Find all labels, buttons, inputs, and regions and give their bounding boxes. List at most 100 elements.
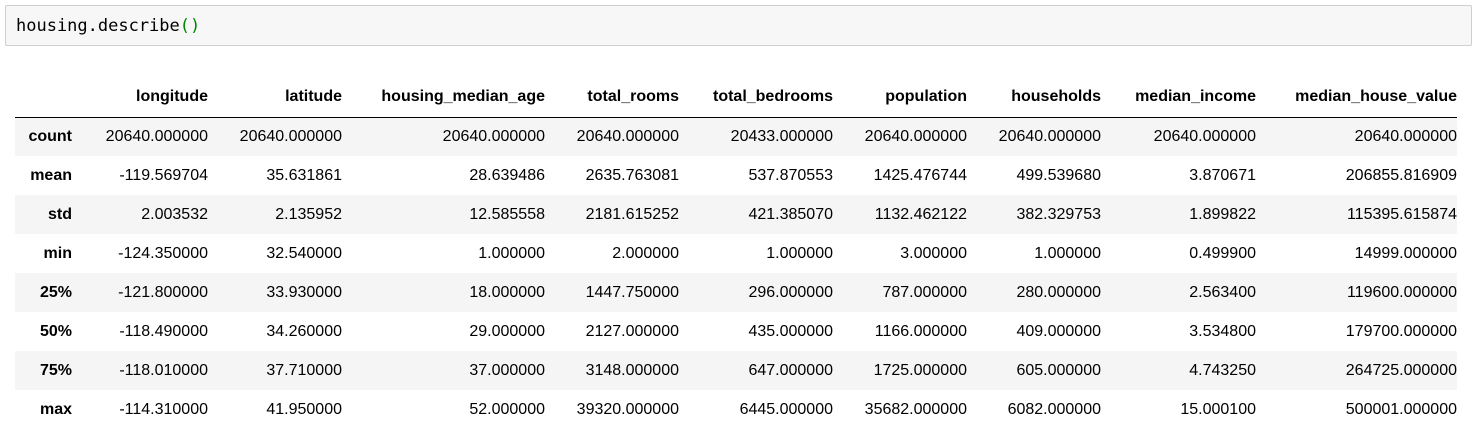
column-header-housing-median-age: housing_median_age — [381, 88, 545, 106]
describe-table: longitude latitude housing_median_age total… — [15, 78, 1457, 429]
index-header — [15, 78, 72, 117]
table-cell: 2181.615252 — [585, 205, 679, 223]
table-cell: 32.540000 — [266, 244, 342, 262]
table-cell: -121.800000 — [118, 283, 208, 301]
table-row: mean -119.569704 35.631861 28.639486 2635.76… — [15, 156, 1457, 195]
table-row: 25% -121.800000 33.930000 18.000000 1447.750… — [15, 273, 1457, 312]
row-index-label: count — [28, 127, 72, 145]
table-cell: 500001.000000 — [1345, 400, 1457, 418]
table-cell: 421.385070 — [748, 205, 833, 223]
table-cell: 37.710000 — [266, 361, 342, 379]
table-cell: 29.000000 — [469, 322, 545, 340]
table-cell: -118.490000 — [119, 322, 208, 340]
table-cell: 12.585558 — [469, 205, 545, 223]
table-row: min -124.350000 32.540000 1.000000 2.000000 1… — [15, 234, 1457, 273]
table-header-row: longitude latitude housing_median_age total… — [15, 78, 1457, 117]
table-cell: 2.003532 — [141, 205, 208, 223]
table-cell: 28.639486 — [469, 166, 545, 184]
table-cell: 2.563400 — [1189, 283, 1256, 301]
table-row: std 2.003532 2.135952 12.585558 2181.615252 4… — [15, 195, 1457, 234]
table-cell: -114.310000 — [119, 400, 208, 418]
table-cell: 15.000100 — [1180, 400, 1256, 418]
table-cell: 14999.000000 — [1354, 244, 1457, 262]
column-header-median-income: median_income — [1135, 88, 1256, 106]
table-cell: 647.000000 — [748, 361, 833, 379]
column-header-population: population — [885, 88, 967, 106]
table-cell: 35682.000000 — [864, 400, 967, 418]
table-cell: 2635.763081 — [585, 166, 679, 184]
table-cell: 3.000000 — [900, 244, 967, 262]
table-cell: 20433.000000 — [730, 127, 833, 145]
table-cell: 296.000000 — [748, 283, 833, 301]
column-header-longitude: longitude — [136, 88, 208, 106]
table-cell: 1.000000 — [766, 244, 833, 262]
table-cell: 115395.615874 — [1346, 205, 1457, 223]
table-cell: 382.329753 — [1016, 205, 1101, 223]
table-cell: 4.743250 — [1189, 361, 1256, 379]
table-cell: 20640.000000 — [1354, 127, 1457, 145]
table-cell: 35.631861 — [266, 166, 342, 184]
row-index-label: 50% — [39, 322, 72, 340]
table-cell: 1.000000 — [1034, 244, 1101, 262]
table-cell: 39320.000000 — [576, 400, 679, 418]
table-cell: 34.260000 — [266, 322, 342, 340]
table-cell: 119600.000000 — [1346, 283, 1457, 301]
table-body: count 20640.000000 20640.000000 20640.00000… — [15, 117, 1457, 429]
table-cell: 20640.000000 — [864, 127, 967, 145]
table-cell: 0.499900 — [1189, 244, 1256, 262]
table-cell: 179700.000000 — [1345, 322, 1457, 340]
row-index-label: mean — [30, 166, 72, 184]
table-row: 75% -118.010000 37.710000 37.000000 3148.000… — [15, 351, 1457, 390]
table-cell: 20640.000000 — [998, 127, 1101, 145]
table-cell: 3148.000000 — [585, 361, 679, 379]
row-index-label: 75% — [39, 361, 72, 379]
table-cell: 409.000000 — [1016, 322, 1101, 340]
table-cell: 605.000000 — [1016, 361, 1101, 379]
row-index-label: min — [43, 244, 72, 262]
table-cell: 499.539680 — [1016, 166, 1101, 184]
table-cell: 52.000000 — [469, 400, 545, 418]
table-cell: 280.000000 — [1016, 283, 1101, 301]
row-index-label: max — [39, 400, 72, 418]
code-parens: () — [179, 16, 201, 36]
table-cell: 206855.816909 — [1345, 166, 1457, 184]
table-cell: 41.950000 — [266, 400, 342, 418]
row-index-label: 25% — [39, 283, 72, 301]
table-cell: 1132.462122 — [874, 205, 967, 223]
table-cell: 1425.476744 — [873, 166, 967, 184]
table-cell: 6445.000000 — [739, 400, 833, 418]
table-cell: 3.534800 — [1189, 322, 1256, 340]
column-header-median-house-value: median_house_value — [1295, 88, 1457, 106]
table-cell: 787.000000 — [882, 283, 967, 301]
table-cell: 2.135952 — [275, 205, 342, 223]
table-cell: 37.000000 — [469, 361, 545, 379]
table-cell: -119.569704 — [119, 166, 208, 184]
table-cell: 20640.000000 — [105, 127, 208, 145]
table-cell: 537.870553 — [748, 166, 833, 184]
table-row: max -114.310000 41.950000 52.000000 39320.00… — [15, 390, 1457, 429]
column-header-households: households — [1011, 88, 1101, 106]
table-cell: 435.000000 — [748, 322, 833, 340]
table-cell: 1166.000000 — [874, 322, 967, 340]
table-cell: -118.010000 — [119, 361, 208, 379]
table-cell: 20640.000000 — [1153, 127, 1256, 145]
table-cell: 18.000000 — [469, 283, 545, 301]
row-index-label: std — [48, 205, 72, 223]
code-cell-input[interactable]: housing.describe() — [5, 5, 1472, 46]
cell-output: longitude latitude housing_median_age total… — [15, 78, 1457, 429]
table-cell: 2127.000000 — [585, 322, 679, 340]
table-row: count 20640.000000 20640.000000 20640.00000… — [15, 117, 1457, 156]
table-cell: 20640.000000 — [442, 127, 545, 145]
table-cell: 1725.000000 — [873, 361, 967, 379]
table-cell: 264725.000000 — [1345, 361, 1457, 379]
column-header-total-rooms: total_rooms — [587, 88, 679, 106]
table-cell: 2.000000 — [612, 244, 679, 262]
table-cell: 20640.000000 — [239, 127, 342, 145]
table-cell: 20640.000000 — [576, 127, 679, 145]
column-header-total-bedrooms: total_bedrooms — [712, 88, 833, 106]
table-cell: -124.350000 — [118, 244, 208, 262]
table-cell: 3.870671 — [1189, 166, 1256, 184]
table-cell: 1.899822 — [1189, 205, 1256, 223]
column-header-latitude: latitude — [285, 88, 342, 106]
table-cell: 6082.000000 — [1007, 400, 1101, 418]
